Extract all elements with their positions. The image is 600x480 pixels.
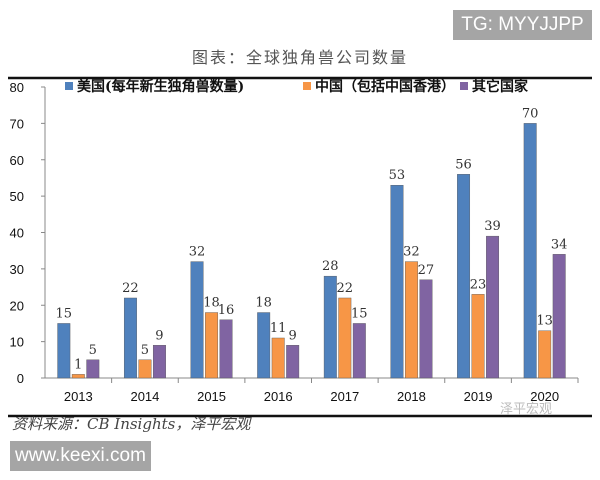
bar [457,174,471,379]
bar [486,235,500,379]
data-label: 9 [289,328,297,343]
bar [86,359,100,379]
source-note: 资料来源：CB Insights，泽平宏观 [12,415,251,433]
bar [338,297,352,379]
bar [138,359,152,379]
data-label: 18 [203,296,220,311]
data-label: 34 [551,237,568,252]
bar [471,294,485,379]
bar [123,297,137,379]
watermark-tg: TG: MYYJJPP [453,10,592,40]
data-label: 32 [403,245,420,260]
data-label: 39 [484,219,501,234]
x-tick-label: 2019 [464,389,493,404]
y-tick-label: 70 [10,116,24,131]
data-label: 22 [122,281,139,296]
data-label: 56 [455,157,472,172]
bar [552,254,566,379]
y-tick-label: 20 [10,298,24,313]
bar [205,312,219,379]
y-tick-label: 40 [10,226,24,241]
bar [419,279,433,379]
legend-label: 其它国家 [472,78,529,95]
bar [390,185,404,379]
x-tick-label: 2013 [64,389,93,404]
y-tick-label: 0 [17,371,24,386]
x-tick-label: 2017 [330,389,359,404]
x-tick-label: 2015 [197,389,226,404]
x-tick-label: 2018 [397,389,426,404]
bar [257,312,271,379]
data-label: 70 [522,106,539,121]
bar [71,374,85,379]
y-tick-label: 80 [10,80,24,95]
wechat-watermark: 泽平宏观 [500,402,553,417]
bar [538,330,552,379]
data-label: 16 [218,303,235,318]
data-label: 5 [89,343,97,358]
data-label: 15 [56,306,73,321]
data-label: 22 [337,281,354,296]
x-tick-label: 2016 [264,389,293,404]
y-tick-label: 60 [10,153,24,168]
bar [286,345,300,379]
x-tick-label: 2020 [530,389,559,404]
data-label: 5 [141,343,149,358]
y-tick-label: 10 [10,335,24,350]
x-tick-label: 2014 [130,389,159,404]
data-label: 53 [389,168,406,183]
data-label: 18 [255,296,272,311]
data-label: 11 [270,321,287,336]
data-label: 32 [189,245,206,260]
watermark-site: www.keexi.com [10,441,151,471]
y-tick-label: 30 [10,262,24,277]
data-label: 1 [74,357,82,372]
data-label: 28 [322,259,339,274]
bar [57,323,71,379]
chart-title: 图表：全球独角兽公司数量 [191,48,408,67]
legend-swatch [65,82,73,90]
legend-label: 美国(每年新生独角兽数量) [77,78,244,95]
bar [323,275,337,379]
bar [190,261,204,379]
bar [152,345,166,379]
legend-swatch [303,82,311,90]
data-label: 27 [418,263,435,278]
y-tick-label: 50 [10,189,24,204]
bar [404,261,418,379]
bar [271,337,285,379]
data-label: 13 [536,314,553,329]
bar [523,123,537,379]
data-label: 15 [351,306,368,321]
data-label: 9 [155,328,163,343]
bar [352,323,366,379]
bar [219,319,233,379]
legend-label: 中国（包括中国香港） [315,78,455,95]
legend-swatch [460,82,468,90]
data-label: 23 [470,277,487,292]
